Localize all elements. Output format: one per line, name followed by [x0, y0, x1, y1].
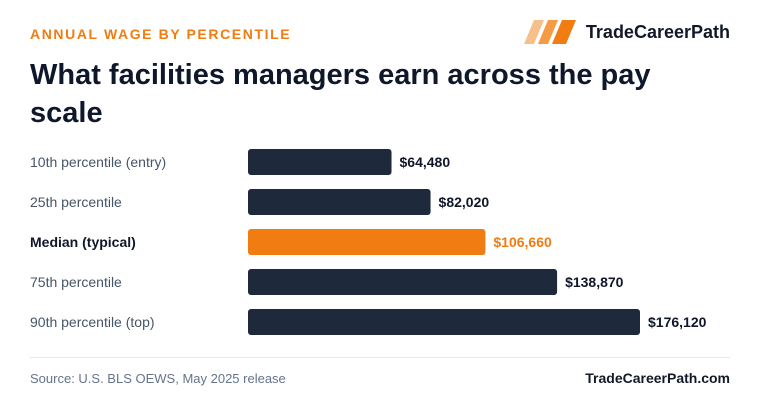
brand: TradeCareerPath: [523, 20, 730, 44]
category-label: 25th percentile: [30, 194, 122, 210]
category-label: 75th percentile: [30, 274, 122, 290]
value-label: $106,660: [493, 234, 552, 250]
bar: [248, 189, 431, 215]
value-label: $138,870: [565, 274, 624, 290]
bar: [248, 309, 640, 335]
bar: [248, 269, 558, 295]
site-url: TradeCareerPath.com: [585, 370, 730, 386]
value-label: $82,020: [439, 194, 490, 210]
bar-chart: 10th percentile (entry) $64,480 25th perce…: [30, 149, 707, 335]
chart-title: What facilities managers earn across the…: [30, 59, 651, 129]
brand-name: TradeCareerPath: [585, 21, 730, 42]
bar: [248, 229, 486, 255]
source-note: Source: U.S. BLS OEWS, May 2025 release: [30, 371, 286, 386]
footer-divider: [30, 357, 730, 358]
bar: [248, 149, 392, 175]
chart-eyebrow: ANNUAL WAGE BY PERCENTILE: [30, 26, 292, 42]
value-label: $64,480: [400, 154, 451, 170]
category-label: Median (typical): [30, 234, 136, 250]
category-label: 10th percentile (entry): [30, 154, 166, 170]
brand-logo-icon: [523, 20, 576, 44]
category-label: 90th percentile (top): [30, 314, 155, 330]
value-label: $176,120: [648, 314, 707, 330]
